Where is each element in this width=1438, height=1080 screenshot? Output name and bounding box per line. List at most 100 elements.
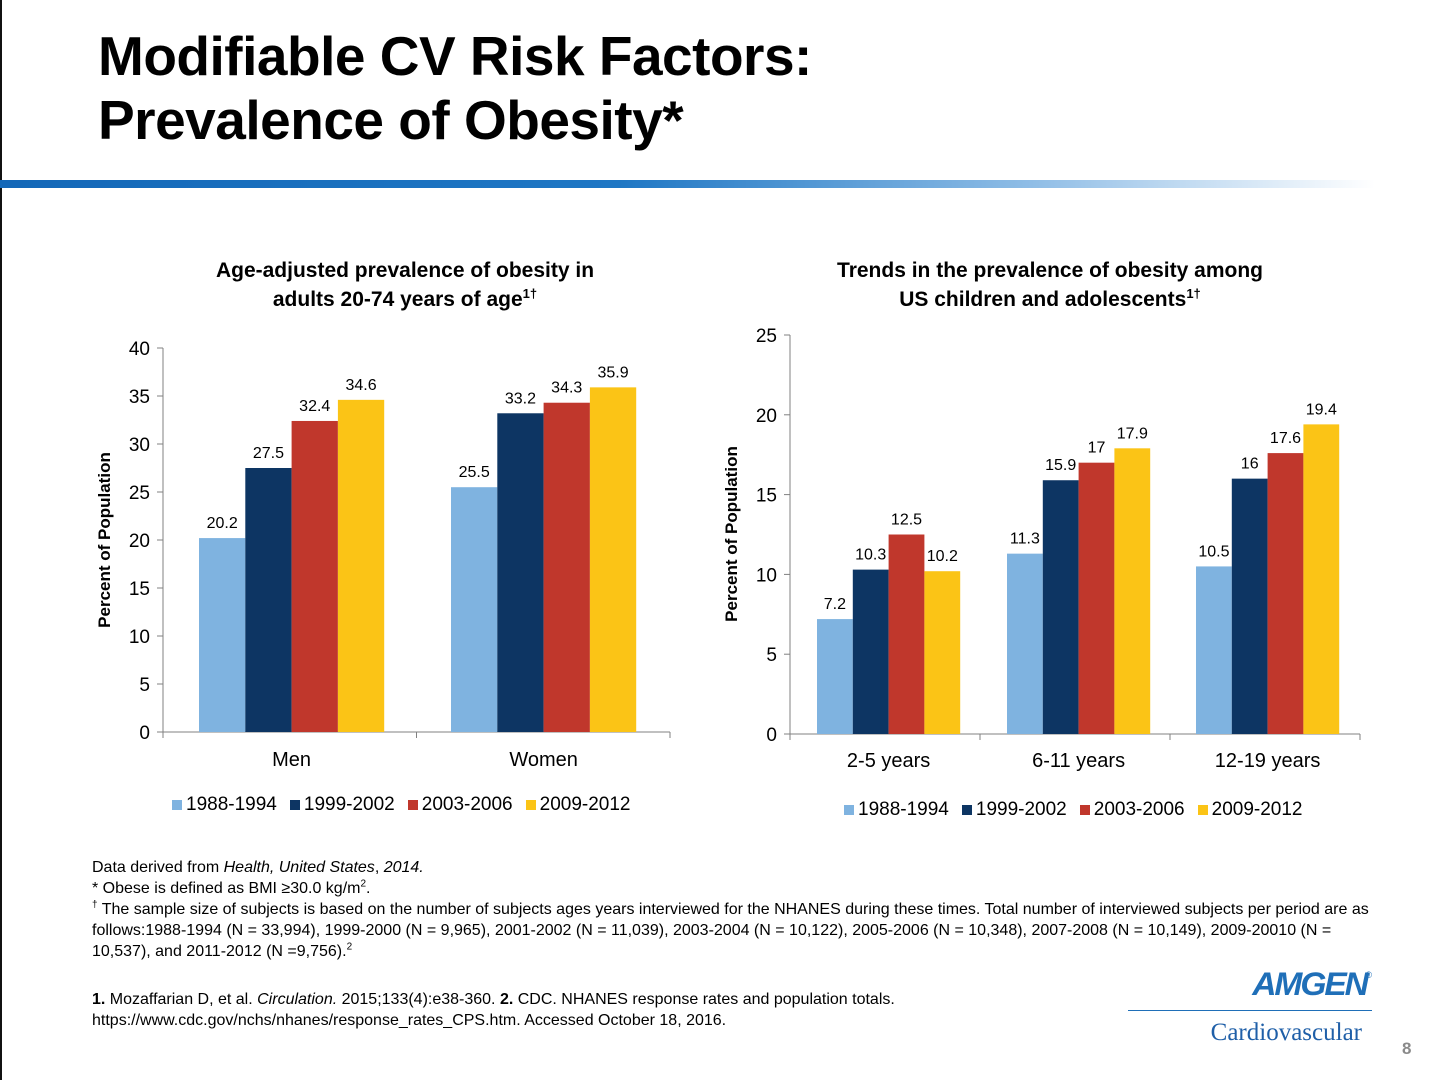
children-y-tick-label: 5 [766, 645, 777, 666]
slide-left-border [0, 0, 2, 1080]
children-data-label-12-19-years-2009-2012: 19.4 [1306, 401, 1337, 418]
adult-y-tick-label: 0 [139, 723, 150, 744]
adult-data-label-women-2003-2006: 34.3 [551, 380, 582, 397]
children-y-axis-label: Percent of Population [722, 446, 741, 622]
adult-bar-men-1999-2002 [245, 468, 292, 732]
reference-1-number: 1. [92, 991, 106, 1008]
adult-data-label-men-2009-2012: 34.6 [345, 377, 376, 394]
children-data-label-6-11-years-2003-2006: 17 [1088, 440, 1106, 457]
adult-data-label-men-1988-1994: 20.2 [207, 515, 238, 532]
source-note-prefix: Data derived from [92, 859, 224, 876]
adult-bar-men-1988-1994 [199, 538, 246, 732]
adult-legend-label: 1999-2002 [303, 794, 395, 815]
children-data-label-6-11-years-1988-1994: 11.3 [1010, 531, 1040, 548]
adult-data-label-men-2003-2006: 32.4 [299, 398, 330, 415]
adult-data-label-women-1988-1994: 25.5 [459, 464, 490, 481]
adult-bar-men-2003-2006 [291, 420, 338, 732]
adult-legend-swatch [172, 800, 182, 810]
children-bar-6-11-years-1999-2002 [1042, 480, 1079, 734]
slide-title-line-1: Modifiable CV Risk Factors: [98, 25, 812, 87]
children-legend-swatch [1079, 805, 1090, 815]
children-category-label-12-19-years: 12-19 years [1215, 750, 1321, 772]
children-data-label-2-5-years-1999-2002: 10.3 [855, 547, 886, 564]
adult-bar-men-2009-2012 [337, 399, 385, 732]
children-data-label-12-19-years-1988-1994: 10.5 [1198, 543, 1229, 560]
reference-2-url: https://www.cdc.gov/nchs/nhanes/response… [92, 1012, 727, 1029]
children-category-label-2-5-years: 2-5 years [847, 750, 930, 772]
adult-bar-women-1988-1994 [451, 487, 498, 732]
children-bar-2-5-years-2009-2012 [924, 571, 961, 734]
children-legend-swatch [1197, 805, 1208, 815]
source-note-year: 2014. [383, 859, 424, 876]
logo-divider [1128, 1010, 1372, 1011]
adult-legend-label: 2009-2012 [539, 794, 631, 815]
children-legend-swatch [844, 805, 854, 815]
children-data-label-6-11-years-2009-2012: 17.9 [1117, 425, 1148, 442]
children-data-label-2-5-years-2009-2012: 10.2 [927, 548, 958, 565]
children-legend-item-1988-1994: 1988-1994 [844, 799, 949, 821]
page-number: 8 [1402, 1039, 1412, 1058]
children-y-tick-label: 0 [766, 725, 777, 746]
children-y-tick-label: 10 [756, 565, 777, 586]
children-bar-2-5-years-1988-1994 [817, 619, 853, 734]
children-bar-6-11-years-2009-2012 [1114, 448, 1151, 734]
slide-title: Modifiable CV Risk Factors: Prevalence o… [98, 24, 812, 152]
source-note: Data derived from Health, United States,… [92, 857, 1382, 878]
adult-y-tick-label: 35 [129, 387, 150, 408]
children-chart-legend: 1988-1994 1999-2002 2003-2006 2009-2012 [844, 799, 1303, 821]
children-bar-12-19-years-2009-2012 [1303, 424, 1340, 734]
obesity-definition-text: * Obese is defined as BMI ≥30.0 kg/m [92, 880, 361, 897]
children-bar-2-5-years-1999-2002 [852, 569, 889, 734]
adult-legend-label: 2003-2006 [421, 794, 513, 815]
adult-legend-label: 1988-1994 [186, 794, 277, 815]
adult-obesity-chart: Age-adjusted prevalence of obesity in ad… [0, 0, 700, 840]
children-bar-12-19-years-1999-2002 [1231, 478, 1268, 734]
adult-legend-swatch [289, 800, 300, 810]
adult-category-label-women: Women [509, 749, 578, 771]
children-legend-swatch [961, 805, 972, 815]
reference-1-journal: Circulation. [257, 991, 338, 1008]
registered-mark: ® [1365, 970, 1372, 980]
adult-data-label-women-2009-2012: 35.9 [597, 364, 628, 381]
adult-chart-title: Age-adjusted prevalence of obesity in ad… [155, 256, 655, 314]
adult-y-tick-label: 25 [129, 483, 150, 504]
children-legend-item-2009-2012: 2009-2012 [1197, 799, 1303, 821]
adult-y-tick-label: 40 [129, 339, 150, 360]
adult-chart-title-footnote-mark: 1† [522, 286, 538, 301]
adult-data-label-women-1999-2002: 33.2 [505, 390, 536, 407]
adult-data-label-men-1999-2002: 27.5 [253, 445, 284, 462]
children-chart-title-footnote-mark: 1† [1186, 286, 1201, 301]
children-data-label-2-5-years-1988-1994: 7.2 [824, 596, 846, 613]
adult-y-tick-label: 30 [129, 435, 150, 456]
children-legend-label: 1988-1994 [858, 799, 949, 820]
adult-chart-plot: 0 5 10 15 20 25 30 35 40 Percent of Population 20.… [95, 339, 671, 771]
reference-2-text: CDC. NHANES response rates and populatio… [513, 991, 895, 1008]
adult-legend-swatch [407, 800, 418, 810]
adult-chart-title-line-2: adults 20-74 years of age [272, 288, 523, 311]
adult-legend-swatch [525, 800, 536, 810]
children-bar-12-19-years-2003-2006 [1267, 453, 1304, 734]
obesity-definition-end: . [366, 880, 371, 897]
cardiovascular-label: Cardiovascular [1210, 1019, 1362, 1046]
references: 1. Mozaffarian D, et al. Circulation. 20… [92, 989, 1092, 1031]
children-legend-label: 1999-2002 [975, 799, 1067, 820]
obesity-definition-note: * Obese is defined as BMI ≥30.0 kg/m2. [92, 878, 1382, 899]
children-y-tick-label: 15 [756, 486, 777, 507]
adult-bar-women-1999-2002 [497, 413, 544, 732]
children-y-tick-label: 20 [756, 406, 777, 427]
sample-size-note: † The sample size of subjects is based o… [92, 899, 1382, 962]
adult-chart-title-line-1: Age-adjusted prevalence of obesity in [215, 259, 595, 282]
children-data-label-12-19-years-1999-2002: 16 [1241, 456, 1259, 473]
title-underline-bar [0, 180, 1375, 188]
children-legend-label: 2003-2006 [1093, 799, 1185, 820]
children-chart-title-line-2: US children and adolescents [899, 288, 1187, 311]
reference-1-authors: Mozaffarian D, et al. [105, 991, 258, 1008]
source-note-sep: , [374, 859, 384, 876]
children-legend-label: 2009-2012 [1211, 799, 1303, 820]
adult-y-tick-label: 5 [139, 675, 150, 696]
adult-y-tick-label: 10 [129, 627, 150, 648]
adult-bar-women-2003-2006 [543, 402, 590, 732]
adult-y-axis-label: Percent of Population [95, 452, 114, 628]
obesity-definition-sup: 2 [360, 878, 367, 890]
children-data-label-6-11-years-1999-2002: 15.9 [1045, 457, 1076, 474]
